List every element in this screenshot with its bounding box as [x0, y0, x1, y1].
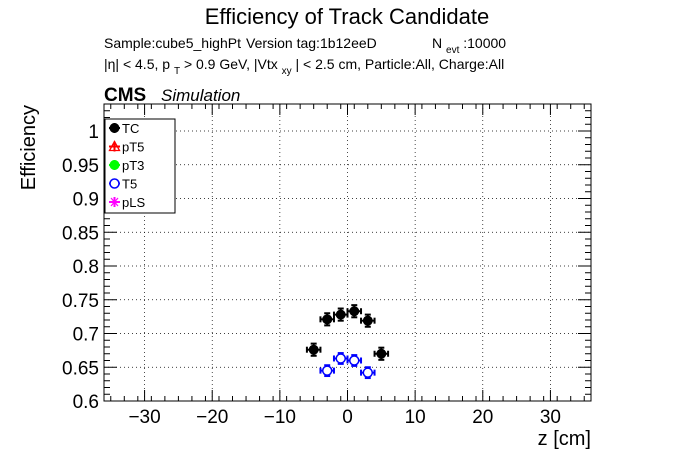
x-tick-label: 0: [342, 407, 353, 428]
sample-label: Sample:cube5_highPt: [104, 35, 241, 51]
axis-ticks: −30 −20 −10 0 10 20 30 0.6 0.65 0.7 0.75 0.8 0.85 0.9…: [62, 103, 591, 428]
legend-marker-pt5: [108, 140, 121, 152]
tc-point: [346, 304, 363, 319]
pt-subscript: T: [174, 66, 180, 77]
t5-marker: [335, 353, 346, 364]
y-tick-label: 0.8: [73, 257, 99, 278]
y-tick-label: 0.65: [62, 358, 99, 379]
legend-label-pt3: pT3: [122, 158, 144, 173]
eta-cut: |η| < 4.5, p: [104, 56, 170, 72]
legend: TC pT5 pT3 T5 pLS: [104, 118, 176, 214]
tc-marker: [322, 314, 333, 325]
x-tick-label: 10: [405, 407, 426, 428]
cms-label: CMS: [104, 85, 146, 106]
nevt-subscript: evt: [446, 45, 460, 56]
legend-label-t5: T5: [122, 177, 137, 192]
x-tick-label: 30: [540, 407, 561, 428]
x-tick-label: 20: [472, 407, 493, 428]
subtitle-line-2: |η| < 4.5, p T > 0.9 GeV, |Vtx xy | < 2.…: [104, 56, 504, 77]
t5-point: [346, 354, 363, 367]
chart-title: Efficiency of Track Candidate: [205, 4, 490, 29]
x-axis-label: z [cm]: [538, 428, 591, 450]
tc-marker: [335, 309, 346, 320]
tc-marker: [376, 348, 387, 359]
tc-point: [319, 312, 335, 327]
vtx-cut: | < 2.5 cm, Particle:All, Charge:All: [296, 56, 505, 72]
legend-marker-pt3: [109, 160, 120, 170]
y-tick-label: 0.7: [73, 325, 99, 346]
t5-point: [319, 364, 335, 378]
y-tick-label: 0.9: [73, 190, 99, 211]
y-tick-label: 0.95: [62, 156, 99, 177]
nevt-value: :10000: [463, 35, 506, 51]
data-marks: [305, 304, 390, 380]
legend-label-pt5: pT5: [122, 140, 144, 155]
version-tag: Version tag:1b12eeD: [246, 35, 377, 51]
legend-label-tc: TC: [122, 121, 139, 136]
y-axis-label: Efficiency: [18, 105, 40, 190]
nevt-label: N: [432, 35, 442, 51]
tc-marker: [308, 344, 319, 355]
x-tick-label: −20: [196, 407, 228, 428]
y-tick-label: 0.75: [62, 291, 99, 312]
t5-marker: [321, 365, 333, 376]
simulation-label: Simulation: [161, 86, 240, 105]
legend-label-pls: pLS: [122, 195, 145, 210]
pt-cut: > 0.9 GeV, |Vtx: [184, 56, 278, 72]
legend-marker-tc: [109, 123, 120, 133]
tc-point: [373, 346, 390, 361]
legend-entry-pt3: pT3: [109, 158, 144, 173]
y-tick-label: 0.6: [73, 392, 99, 413]
y-tick-label: 0.85: [62, 223, 99, 244]
tc-marker: [349, 306, 360, 317]
vtx-subscript: xy: [282, 66, 292, 77]
legend-entry-tc: TC: [109, 121, 139, 136]
y-tick-label: 1: [88, 122, 99, 143]
tc-point: [332, 307, 349, 322]
t5-marker: [362, 367, 374, 378]
t5-marker: [349, 355, 360, 366]
tc-point: [305, 342, 322, 357]
t5-point: [360, 366, 376, 380]
legend-marker-t5: [109, 178, 120, 189]
x-tick-label: −30: [128, 407, 160, 428]
legend-marker-pls: [109, 197, 120, 207]
x-tick-label: −10: [264, 407, 296, 428]
t5-point: [332, 352, 349, 365]
legend-entry-pt5: pT5: [108, 140, 144, 155]
tc-point: [360, 313, 376, 328]
legend-entry-t5: T5: [109, 177, 137, 192]
tc-marker: [362, 315, 373, 326]
legend-entry-pls: pLS: [109, 195, 145, 210]
subtitle-line-1: Sample:cube5_highPt Version tag:1b12eeD …: [104, 35, 506, 56]
grid: [104, 104, 591, 402]
